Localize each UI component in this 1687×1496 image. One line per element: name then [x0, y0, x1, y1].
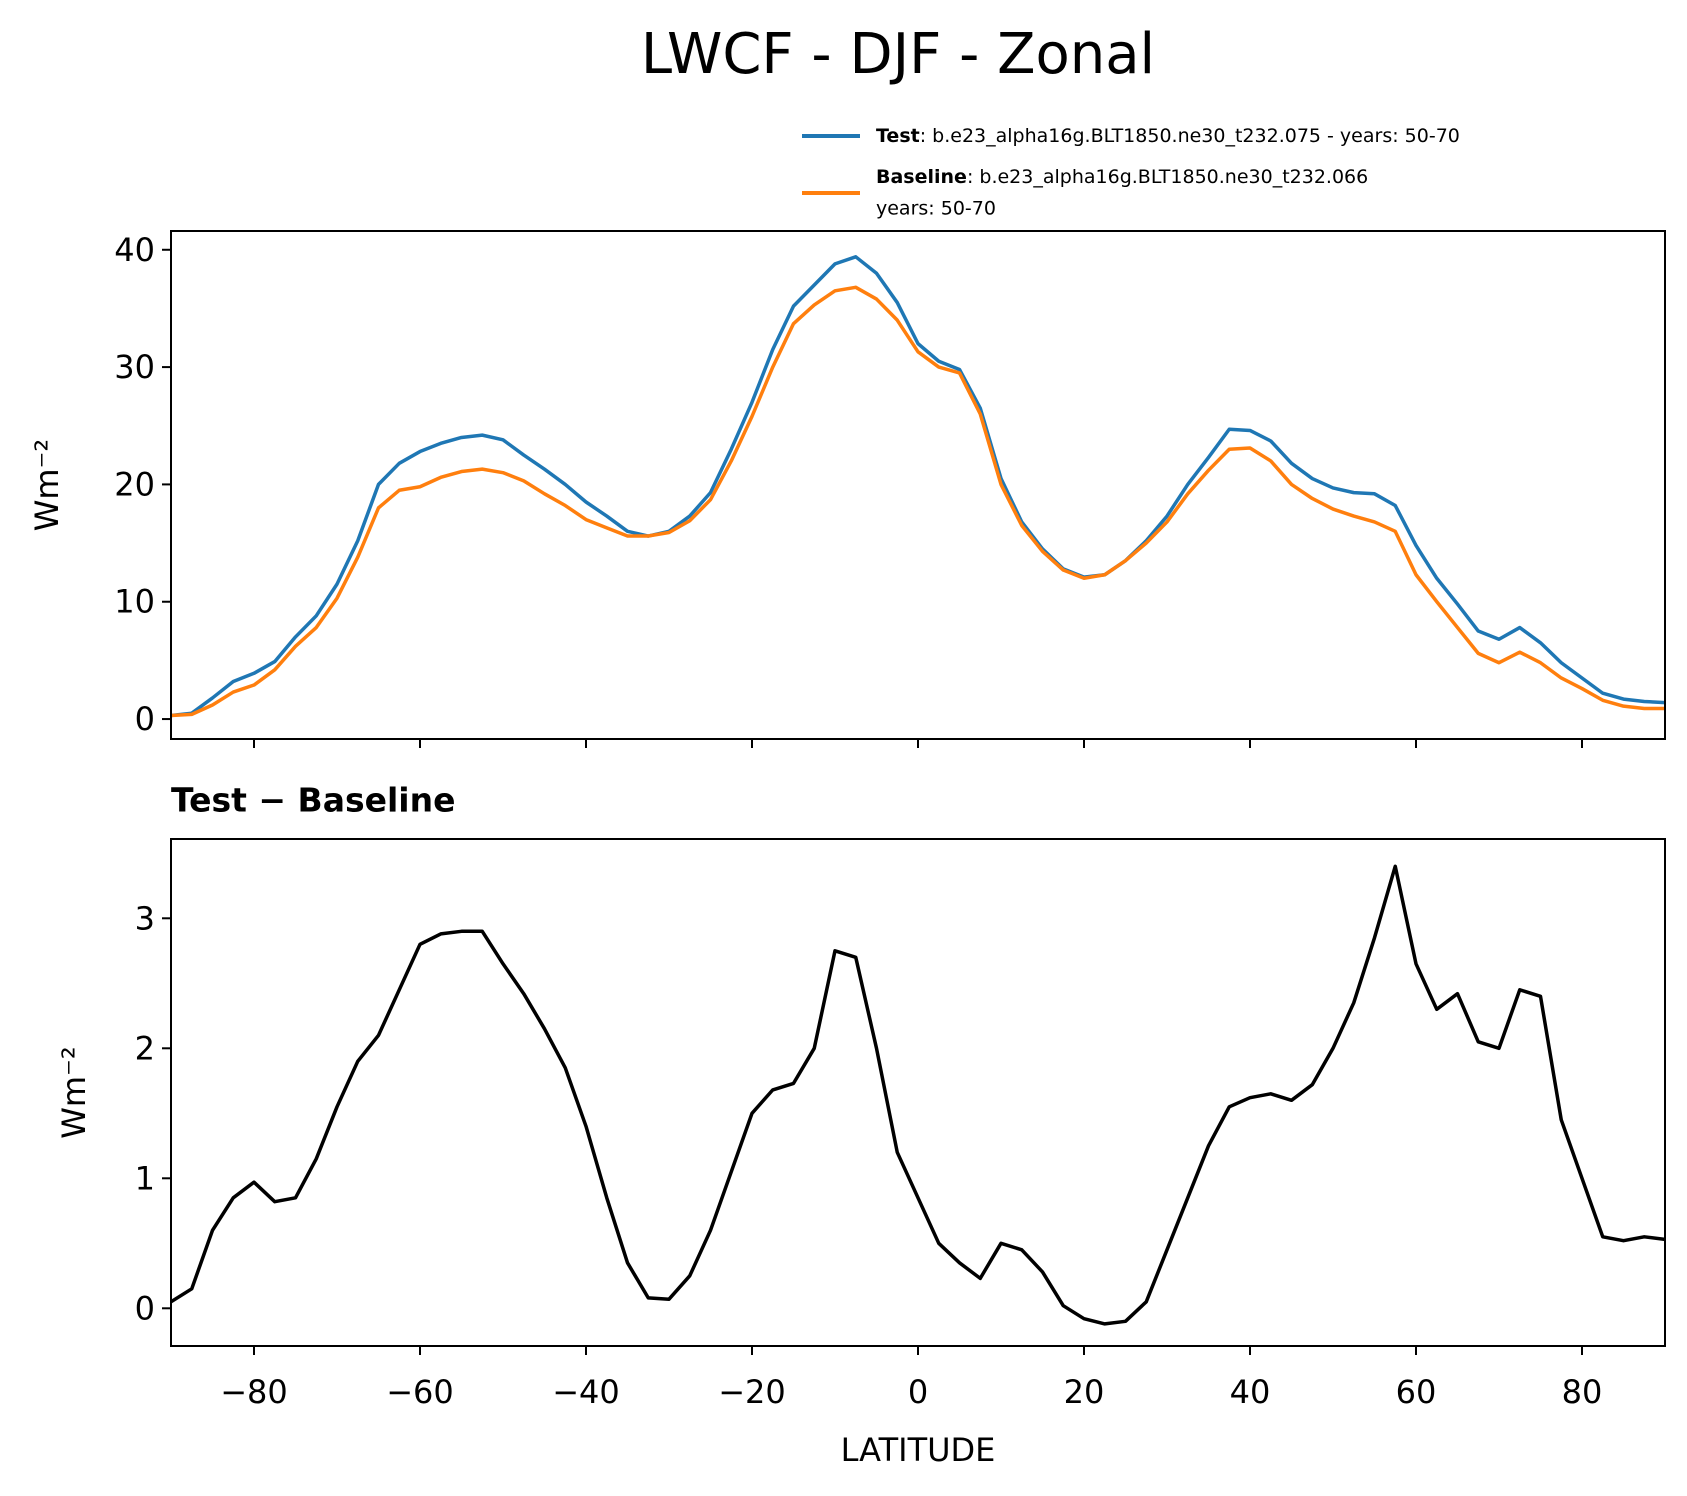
y-tick-label: 0	[135, 700, 155, 738]
x-axis-label: LATITUDE	[841, 1431, 996, 1469]
legend-description: : b.e23_alpha16g.BLT1850.ne30_t232.066	[967, 166, 1368, 188]
legend-entry: Baseline: b.e23_alpha16g.BLT1850.ne30_t2…	[876, 166, 1368, 188]
y-axis-label: Wm⁻²	[55, 1046, 93, 1139]
x-tick-label: 0	[908, 1373, 928, 1411]
legend-name: Test	[876, 125, 920, 147]
y-tick-label: 20	[114, 465, 155, 503]
x-tick-label: 80	[1562, 1373, 1603, 1411]
legend-description: : b.e23_alpha16g.BLT1850.ne30_t232.075 -…	[920, 125, 1460, 147]
x-tick-label: −20	[718, 1373, 786, 1411]
x-tick-label: −40	[552, 1373, 620, 1411]
figure-title: LWCF - DJF - Zonal	[641, 22, 1155, 87]
x-tick-label: 60	[1396, 1373, 1437, 1411]
y-axis-label: Wm⁻²	[28, 439, 66, 532]
legend-entry: Test: b.e23_alpha16g.BLT1850.ne30_t232.0…	[876, 125, 1460, 147]
x-tick-label: −60	[386, 1373, 454, 1411]
legend-description-line2: years: 50-70	[876, 198, 996, 220]
x-tick-label: 40	[1230, 1373, 1271, 1411]
data-line	[171, 285, 1665, 718]
y-tick-label: 30	[114, 348, 155, 386]
y-tick-label: 0	[135, 1289, 155, 1327]
y-tick-label: 40	[114, 231, 155, 269]
x-tick-label: 20	[1064, 1373, 1105, 1411]
y-tick-label: 2	[135, 1029, 155, 1067]
y-tick-label: 10	[114, 583, 155, 621]
y-tick-label: 3	[135, 899, 155, 937]
data-line	[171, 255, 1665, 718]
subplot-title: Test − Baseline	[171, 781, 456, 820]
legend-name: Baseline	[876, 166, 967, 188]
y-tick-label: 1	[135, 1159, 155, 1197]
x-tick-label: −80	[220, 1373, 288, 1411]
data-line	[171, 864, 1665, 1326]
